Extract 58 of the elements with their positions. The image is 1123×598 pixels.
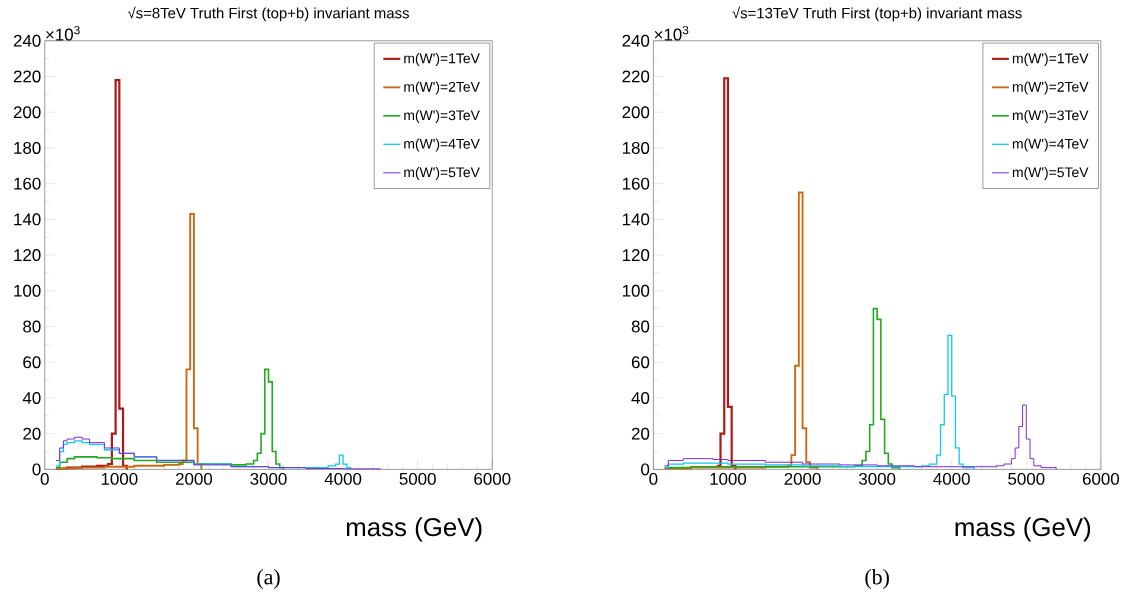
y-tick-label: 20 [23,427,41,440]
chart-title: √s=13TeV Truth First (top+b) invariant mass [732,6,1022,22]
x-axis-title: mass (GeV) [346,517,482,542]
y-tick-label: 180 [14,142,41,155]
text: (b) [865,569,889,590]
y-tick-label: 200 [13,106,41,119]
y-tick-label: 40 [631,392,650,405]
y-tick-label: 100 [622,284,650,297]
y-tick-label: 60 [631,356,650,369]
x-tick-label: 6000 [474,473,511,486]
legend-label: m(W')=3TeV [404,110,480,124]
x-tick-label: 0 [40,473,49,486]
y-tick-label: 160 [622,177,650,190]
x-tick-label: 0 [649,473,658,486]
x-tick-label: 1000 [710,473,747,486]
x-tick-label: 5000 [1008,473,1045,486]
legend-label: m(W')=5TeV [404,167,480,181]
legend-label: m(W')=4TeV [404,138,480,152]
x-tick-label: 5000 [399,473,436,486]
y-tick-label: 20 [631,427,650,440]
legend-label: m(W')=5TeV [1012,167,1089,181]
y-tick-label: 40 [22,392,41,405]
x-tick-label: 4000 [324,473,362,486]
x-tick-label: 6000 [1082,473,1120,486]
y-tick-label: 0 [641,463,650,476]
y-tick-label: 220 [622,70,650,83]
chart-title: √s=8TeV Truth First (top+b) invariant mass [127,6,409,22]
text: ×10$^{3}$ [654,26,689,41]
y-tick-label: 120 [622,249,650,262]
x-tick-label: 1000 [101,473,138,486]
y-tick-label: 60 [23,356,41,369]
y-tick-label: 140 [622,213,650,226]
y-tick-label: 240 [622,34,650,47]
x-tick-label: 4000 [933,473,970,486]
y-tick-label: 100 [14,284,41,297]
legend-label: m(W')=3TeV [1012,110,1089,124]
text: (a) [257,569,280,590]
y-tick-label: 220 [13,70,41,83]
text: ×10$^{3}$ [46,26,80,41]
y-tick-label: 0 [32,463,41,476]
x-tick-label: 2000 [784,473,821,486]
y-tick-label: 200 [622,106,650,119]
legend-label: m(W')=1TeV [404,53,480,67]
legend-label: m(W')=2TeV [404,81,480,95]
legend-label: m(W')=4TeV [1012,138,1089,152]
y-tick-label: 180 [622,142,650,155]
x-axis-title: mass (GeV) [955,517,1091,542]
y-tick-label: 160 [14,177,41,190]
legend-label: m(W')=1TeV [1012,53,1089,67]
x-tick-label: 2000 [175,473,213,486]
y-tick-label: 80 [631,320,650,333]
x-tick-label: 3000 [250,473,287,486]
x-tick-label: 3000 [858,473,896,486]
y-tick-label: 240 [13,34,41,47]
y-tick-label: 80 [23,320,41,333]
legend-label: m(W')=2TeV [1012,81,1089,95]
y-tick-label: 140 [14,213,41,226]
y-tick-label: 120 [14,249,41,262]
